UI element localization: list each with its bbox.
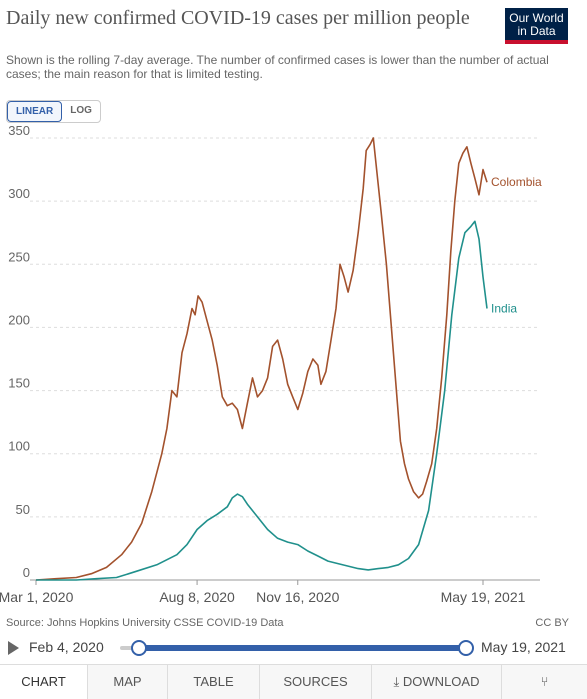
play-icon[interactable] bbox=[8, 641, 19, 655]
series-label: Colombia bbox=[491, 175, 542, 189]
series-label: India bbox=[491, 301, 517, 315]
download-label: DOWNLOAD bbox=[402, 674, 480, 689]
y-tick-label: 250 bbox=[8, 249, 30, 264]
share-button[interactable]: ⑂ bbox=[502, 665, 587, 699]
y-tick-label: 150 bbox=[8, 376, 30, 391]
x-tick-label: May 19, 2021 bbox=[441, 589, 526, 605]
series-line bbox=[35, 137, 488, 581]
timeline-end-label: May 19, 2021 bbox=[481, 639, 566, 655]
line-chart: 0 50 100 150 200 250 300 350 Mar 1, 2020 Aug 8, 2… bbox=[0, 125, 542, 605]
tab-chart[interactable]: CHART bbox=[0, 665, 88, 699]
linear-scale-button[interactable]: LINEAR bbox=[7, 101, 63, 122]
timeline-start-label: Feb 4, 2020 bbox=[29, 639, 104, 655]
owid-logo[interactable]: Our World in Data bbox=[505, 8, 568, 44]
logo-line-1: Our World bbox=[509, 11, 564, 25]
scale-toggle: LINEAR LOG bbox=[6, 100, 101, 123]
y-tick-label: 350 bbox=[8, 125, 30, 138]
log-scale-button[interactable]: LOG bbox=[70, 105, 92, 116]
tab-bar: CHART MAP TABLE SOURCES ⤓ DOWNLOAD ⑂ bbox=[0, 664, 587, 699]
timeline: Feb 4, 2020 May 19, 2021 bbox=[0, 636, 587, 660]
timeline-start-handle[interactable] bbox=[131, 640, 147, 656]
download-icon: ⤓ bbox=[393, 674, 400, 689]
logo-line-2: in Data bbox=[517, 24, 556, 38]
chart-subtitle: Shown is the rolling 7-day average. The … bbox=[6, 53, 549, 81]
timeline-range[interactable] bbox=[138, 645, 465, 651]
y-tick-label: 100 bbox=[8, 439, 30, 454]
x-tick-label: Mar 1, 2020 bbox=[0, 589, 74, 605]
y-tick-label: 300 bbox=[8, 186, 30, 201]
tab-sources[interactable]: SOURCES bbox=[260, 665, 372, 699]
tab-download[interactable]: ⤓ DOWNLOAD bbox=[372, 665, 502, 699]
license-link[interactable]: CC BY bbox=[535, 617, 569, 629]
chart-title: Daily new confirmed COVID-19 cases per m… bbox=[6, 7, 470, 29]
y-tick-label: 200 bbox=[8, 312, 30, 327]
y-tick-label: 50 bbox=[16, 502, 30, 517]
y-tick-label: 0 bbox=[23, 565, 30, 580]
x-tick-label: Nov 16, 2020 bbox=[256, 589, 339, 605]
x-tick-label: Aug 8, 2020 bbox=[159, 589, 235, 605]
timeline-end-handle[interactable] bbox=[458, 640, 474, 656]
tab-table[interactable]: TABLE bbox=[168, 665, 260, 699]
source-note: Source: Johns Hopkins University CSSE CO… bbox=[6, 617, 284, 629]
tab-map[interactable]: MAP bbox=[88, 665, 168, 699]
series-line bbox=[36, 220, 488, 581]
share-icon: ⑂ bbox=[540, 674, 549, 689]
